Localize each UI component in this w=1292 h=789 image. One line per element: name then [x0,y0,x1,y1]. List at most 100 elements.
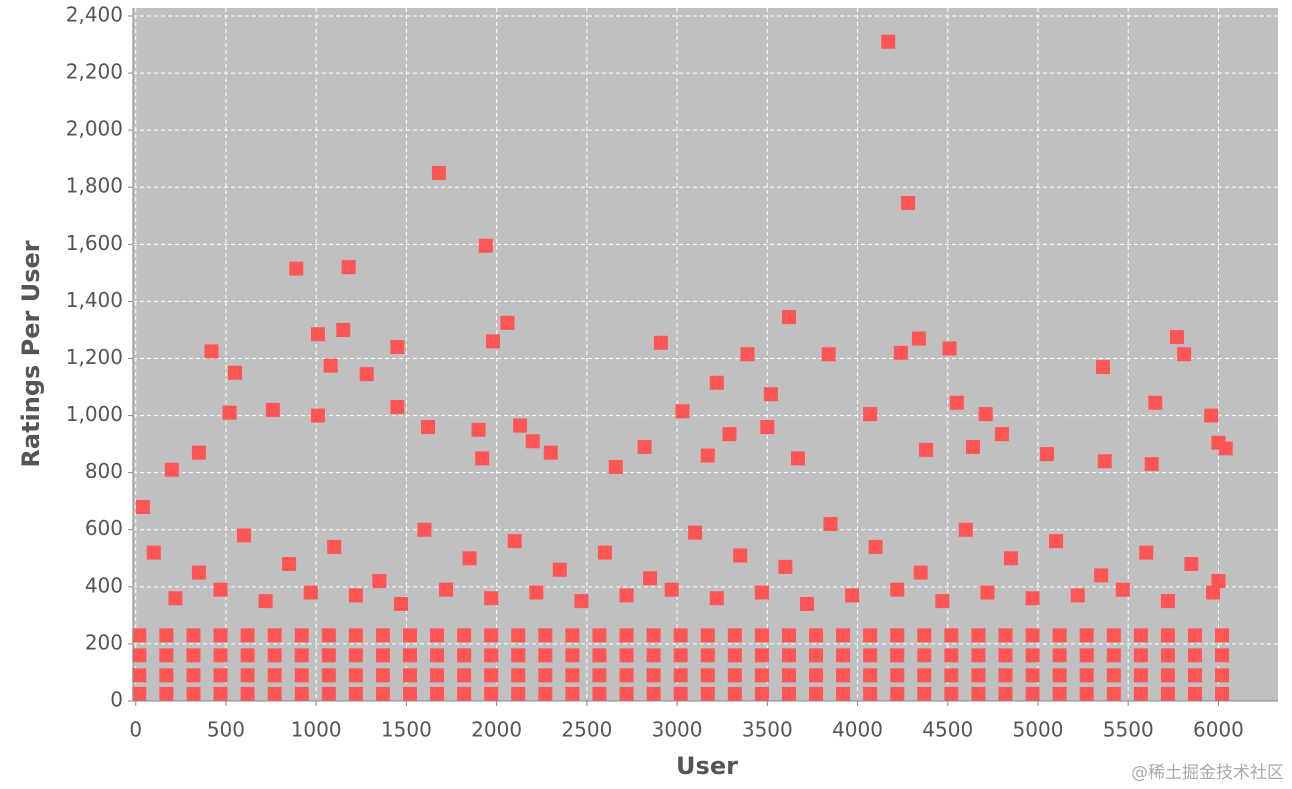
point [1115,582,1130,597]
point [1079,686,1094,701]
y-tick-label: 1,200 [66,345,123,369]
point [282,556,297,571]
point [673,668,688,683]
point [740,347,755,362]
point [478,238,493,253]
point [213,686,228,701]
point [348,588,363,603]
point [1204,408,1219,423]
point [781,668,796,683]
point [375,648,390,663]
point [213,582,228,597]
point [159,628,174,643]
point [637,439,652,454]
point [800,596,815,611]
point [944,628,959,643]
x-tick-label: 2000 [471,718,522,742]
point [700,686,715,701]
point [265,402,280,417]
point [781,310,796,325]
point [709,591,724,606]
point [890,582,905,597]
point [538,686,553,701]
point [675,404,690,419]
y-tick-label: 2,000 [66,117,123,141]
point [821,347,836,362]
point [727,648,742,663]
point [643,571,658,586]
point [375,668,390,683]
point [727,628,742,643]
point [619,588,634,603]
point [809,648,824,663]
point [159,648,174,663]
point [403,686,418,701]
point [998,686,1013,701]
point [1106,628,1121,643]
point [471,422,486,437]
point [543,445,558,460]
watermark: @稀土掘金技术社区 [1131,763,1284,783]
point [754,585,769,600]
point [267,648,282,663]
point [323,358,338,373]
x-tick-label: 5000 [1013,718,1064,742]
point [457,686,472,701]
point [168,591,183,606]
point [538,648,553,663]
x-tick-label: 500 [207,718,245,742]
point [727,668,742,683]
y-tick-label: 1,400 [66,288,123,312]
point [971,628,986,643]
point [289,261,304,276]
point [994,427,1009,442]
y-tick-label: 2,200 [66,60,123,84]
y-tick-label: 1,600 [66,231,123,255]
point [507,534,522,549]
point [917,668,932,683]
point [430,628,445,643]
point [935,594,950,609]
point [1106,686,1121,701]
point [1094,568,1109,583]
point [336,322,351,337]
y-tick-label: 600 [85,516,123,540]
point [310,327,325,342]
point [132,648,147,663]
point [431,165,446,180]
point [1160,686,1175,701]
point [321,686,336,701]
point [722,427,737,442]
point [1169,330,1184,345]
point [673,686,688,701]
point [863,668,878,683]
point [348,628,363,643]
point [348,648,363,663]
x-tick-label: 5500 [1103,718,1154,742]
point [592,648,607,663]
plot-area [133,8,1278,701]
point [592,668,607,683]
point [917,628,932,643]
point [159,686,174,701]
point [500,315,515,330]
point [971,686,986,701]
point [393,596,408,611]
point [439,582,454,597]
point [321,648,336,663]
point [1187,628,1202,643]
point [457,648,472,663]
point [186,668,201,683]
point [673,628,688,643]
point [146,545,161,560]
point [538,628,553,643]
point [893,345,908,360]
point [619,628,634,643]
point [863,648,878,663]
point [475,451,490,466]
x-tick-label: 1500 [381,718,432,742]
point [809,668,824,683]
point [608,459,623,474]
